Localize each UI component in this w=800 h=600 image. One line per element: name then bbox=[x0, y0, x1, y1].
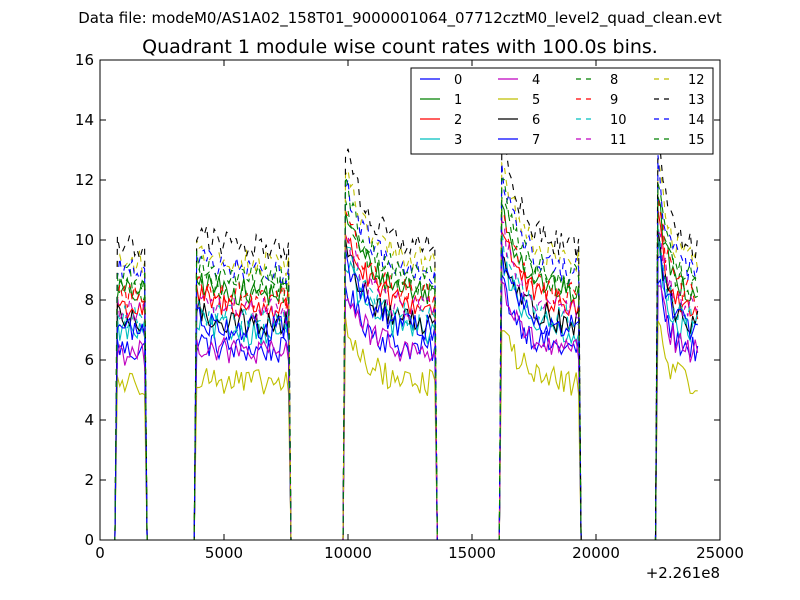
legend-label-13: 13 bbox=[688, 93, 705, 108]
figure-suptitle: Data file: modeM0/AS1A02_158T01_90000010… bbox=[78, 9, 722, 27]
legend-label-8: 8 bbox=[610, 73, 618, 88]
legend-box bbox=[410, 67, 714, 155]
series-line-9 bbox=[100, 197, 698, 540]
series-line-6 bbox=[100, 229, 699, 540]
x-tick-label: 25000 bbox=[696, 544, 744, 562]
y-tick-label: 0 bbox=[84, 531, 94, 549]
legend-label-15: 15 bbox=[688, 133, 705, 148]
legend-label-1: 1 bbox=[454, 93, 462, 108]
series-line-5 bbox=[100, 317, 698, 540]
series-line-4 bbox=[100, 280, 699, 540]
x-tick-label: 15000 bbox=[448, 544, 496, 562]
legend-label-10: 10 bbox=[610, 113, 627, 128]
series-line-13 bbox=[100, 128, 699, 540]
series-line-0 bbox=[100, 273, 699, 540]
y-tick-label: 4 bbox=[84, 411, 94, 429]
y-tick-label: 6 bbox=[84, 351, 94, 369]
legend-label-2: 2 bbox=[454, 113, 462, 128]
x-offset-label: +2.261e8 bbox=[646, 564, 720, 582]
legend-label-11: 11 bbox=[610, 133, 627, 148]
series-line-12 bbox=[100, 156, 699, 540]
series-line-15 bbox=[100, 176, 699, 540]
series-line-8 bbox=[100, 195, 699, 540]
y-tick-label: 16 bbox=[75, 51, 94, 69]
legend-label-12: 12 bbox=[688, 73, 705, 88]
legend-label-5: 5 bbox=[532, 93, 540, 108]
x-tick-label: 10000 bbox=[324, 544, 372, 562]
y-tick-label: 8 bbox=[84, 291, 94, 309]
series-line-7 bbox=[100, 243, 698, 540]
series-lines bbox=[100, 128, 699, 540]
legend-label-14: 14 bbox=[688, 113, 705, 128]
legend-label-4: 4 bbox=[532, 73, 540, 88]
x-tick-label: 5000 bbox=[205, 544, 243, 562]
legend-label-7: 7 bbox=[532, 133, 540, 148]
x-tick-label: 0 bbox=[95, 544, 105, 562]
legend-label-9: 9 bbox=[610, 93, 618, 108]
series-line-1 bbox=[100, 196, 698, 540]
y-tick-label: 12 bbox=[75, 171, 94, 189]
series-line-2 bbox=[100, 210, 699, 540]
y-tick-label: 2 bbox=[84, 471, 94, 489]
series-line-14 bbox=[100, 155, 699, 540]
y-tick-label: 14 bbox=[75, 111, 94, 129]
x-tick-label: 20000 bbox=[572, 544, 620, 562]
legend-label-3: 3 bbox=[454, 133, 462, 148]
chart-title: Quadrant 1 module wise count rates with … bbox=[142, 36, 658, 58]
legend-label-6: 6 bbox=[532, 113, 540, 128]
y-tick-label: 10 bbox=[75, 231, 94, 249]
legend-label-0: 0 bbox=[454, 73, 462, 88]
series-line-10 bbox=[100, 223, 699, 540]
